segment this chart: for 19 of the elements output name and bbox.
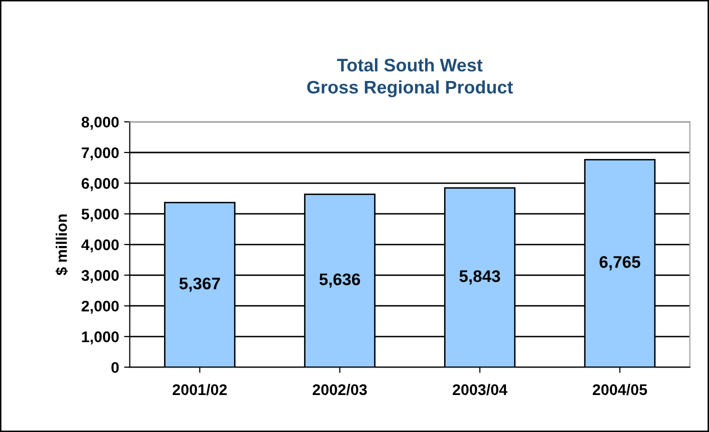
y-tick-label: 0 bbox=[111, 362, 119, 373]
x-tick-label: 2002/03 bbox=[312, 384, 367, 396]
x-tick-label: 2004/05 bbox=[592, 384, 648, 396]
x-tick-label: 2001/02 bbox=[172, 384, 227, 396]
y-tick-label: 2,000 bbox=[82, 300, 119, 314]
y-tick-label: 3,000 bbox=[81, 270, 119, 284]
x-tick-label: 2003/04 bbox=[452, 384, 508, 396]
y-tick-label: 7,000 bbox=[82, 147, 119, 160]
data-label: 5,636 bbox=[319, 273, 360, 288]
chart-title: Total South West Gross Regional Product bbox=[307, 58, 513, 98]
data-label: 5,367 bbox=[179, 278, 220, 292]
y-tick-label: 5,000 bbox=[82, 208, 119, 222]
y-tick-label: 4,000 bbox=[81, 239, 119, 252]
y-axis-title: $ million bbox=[55, 214, 68, 276]
y-tick-label: 1,000 bbox=[82, 331, 119, 344]
data-label: 6,765 bbox=[600, 256, 640, 270]
y-tick-label: 8,000 bbox=[82, 116, 119, 130]
y-tick-label: 6,000 bbox=[82, 178, 119, 192]
data-label: 5,843 bbox=[459, 270, 500, 284]
